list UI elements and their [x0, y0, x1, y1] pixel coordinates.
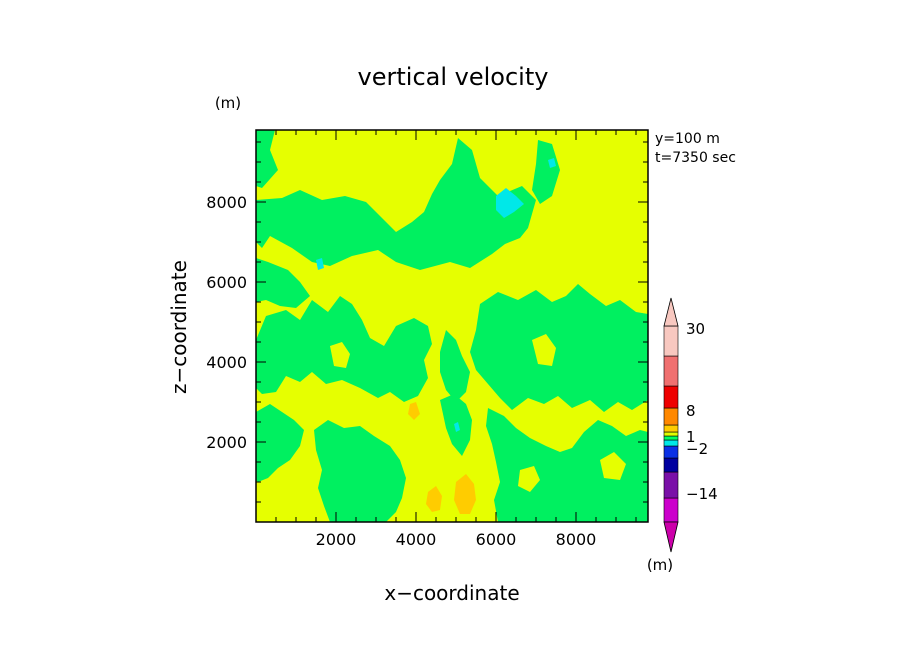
contour-orange-3 [454, 474, 476, 514]
contour-green-upper-left [256, 130, 278, 188]
contour-cyan-upper [496, 188, 524, 218]
contour-yellow-island-2 [532, 334, 556, 366]
contour-field [256, 130, 648, 522]
y-unit-label: (m) [215, 94, 241, 112]
colorbar-band [663, 385, 679, 409]
contour-yellow-island-4 [518, 466, 540, 492]
colorbar-label: 30 [686, 320, 705, 338]
info-line-y: y=100 m [655, 131, 720, 147]
colorbar-label: 8 [686, 402, 696, 420]
info-line-t: t=7350 sec [655, 150, 736, 166]
contour-green-upper-left-blob [256, 258, 310, 308]
contour-green-upper-right [532, 140, 560, 204]
x-tick-label: 4000 [396, 530, 437, 549]
y-tick-label: 8000 [206, 193, 247, 212]
contour-green-lower-left [256, 404, 304, 482]
colorbar-band [663, 497, 679, 523]
axes: 2000 4000 6000 8000 2000 4000 6000 8000 [206, 129, 649, 549]
contour-yellow-island-3 [600, 452, 626, 480]
y-tick-label: 4000 [206, 353, 247, 372]
contour-orange-2 [426, 486, 442, 512]
colorbar-upper-extension [663, 297, 679, 327]
colorbar-label: −14 [686, 485, 718, 503]
colorbar-band [663, 445, 679, 459]
contour-cyan-small-1 [548, 158, 556, 168]
contour-green-lower-right [486, 408, 648, 522]
y-axis-label: z−coordinate [167, 260, 191, 394]
contour-green-mid-center [440, 330, 470, 402]
colorbar-lower-extension [663, 521, 679, 553]
contour-cyan-small-3 [454, 422, 460, 432]
plot-frame [255, 129, 649, 523]
contour-cyan-small-2 [316, 258, 324, 270]
y-tick-label: 2000 [206, 433, 247, 452]
colorbar-band [663, 424, 679, 433]
x-tick-label: 6000 [476, 530, 517, 549]
colorbar-band [663, 325, 679, 357]
contour-orange-1 [408, 402, 420, 420]
colorbar-unit-label: (m) [647, 556, 673, 574]
colorbar-band [663, 457, 679, 473]
x-axis-label: x−coordinate [384, 581, 519, 605]
colorbar-band [663, 435, 679, 441]
colorbar-band [663, 355, 679, 387]
x-tick-label: 2000 [316, 530, 357, 549]
colorbar: 30 8 1−2 −14 [663, 297, 718, 553]
colorbar-band [663, 431, 679, 437]
colorbar-band [663, 471, 679, 499]
contour-yellow-island-1 [330, 342, 350, 368]
contour-green-middle-right [470, 284, 648, 412]
contour-green-upper-center [256, 138, 536, 270]
colorbar-label: 1 [686, 428, 696, 446]
colorbar-label: −2 [686, 440, 708, 458]
colorbar-band [663, 407, 679, 426]
chart-title: vertical velocity [358, 63, 549, 91]
contour-green-lower-center [314, 420, 406, 522]
x-tick-label: 8000 [556, 530, 597, 549]
y-tick-label: 6000 [206, 273, 247, 292]
colorbar-band [663, 439, 679, 447]
